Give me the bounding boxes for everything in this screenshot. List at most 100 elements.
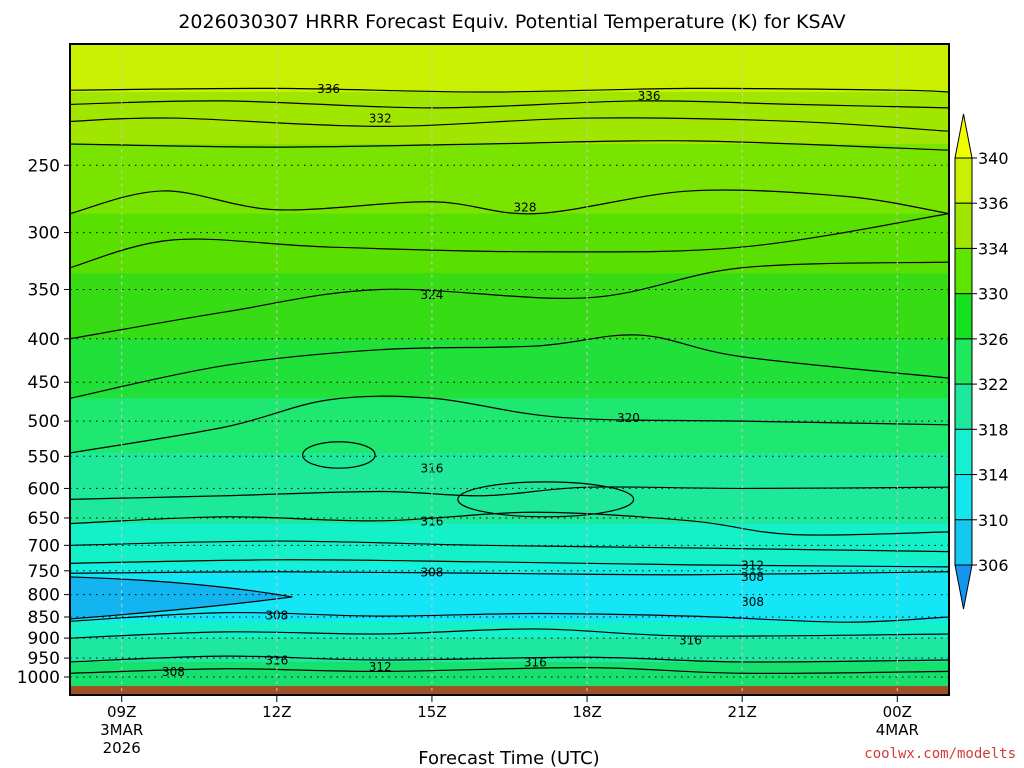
y-tick-label: 550 xyxy=(28,447,60,467)
colorbar-label: 306 xyxy=(978,556,1009,575)
credit-text: coolwx.com/modelts xyxy=(864,746,1016,762)
x-tick-label: 21Z xyxy=(727,703,756,721)
contour-line-10 xyxy=(70,511,949,536)
contour-label-17: 308 xyxy=(162,665,185,679)
contour-label-text: 316 xyxy=(420,462,443,476)
contour-label-text: 308 xyxy=(162,665,185,679)
chart-title: 2026030307 HRRR Forecast Equiv. Potentia… xyxy=(178,11,845,33)
colorbar-segment xyxy=(954,519,973,566)
y-tick-label: 800 xyxy=(28,586,60,606)
cool-pocket xyxy=(70,576,293,620)
contour-line-17 xyxy=(70,667,949,674)
color-band-8 xyxy=(70,523,949,565)
color-band-5 xyxy=(70,338,949,400)
y-tick-label: 950 xyxy=(28,649,60,669)
color-band-7 xyxy=(70,452,949,525)
contour-line-13 xyxy=(70,571,949,576)
colorbar-label: 326 xyxy=(978,330,1009,349)
contour-label-text: 336 xyxy=(638,89,661,103)
colorbar-segment xyxy=(954,474,973,521)
color-band-12 xyxy=(70,638,949,663)
contour-label-13: 316 xyxy=(679,634,702,648)
color-band-3 xyxy=(70,213,949,275)
y-tick-label: 600 xyxy=(28,479,60,499)
plot-frame xyxy=(69,43,950,696)
x-tick-date-label: 3MAR xyxy=(100,721,143,739)
colorbar-label: 318 xyxy=(978,420,1009,439)
x-tick-date-label: 2026 xyxy=(103,739,141,757)
contour-line-16 xyxy=(70,655,949,663)
x-tick-label: 00Z xyxy=(883,703,912,721)
contour-line-3 xyxy=(70,140,949,151)
contour-line-5 xyxy=(70,213,949,269)
y-axis: 2503003504004505005506006507007508008509… xyxy=(17,156,70,688)
y-tick-label: 850 xyxy=(28,608,60,628)
contour-label-8: 312 xyxy=(741,558,764,572)
color-band-13 xyxy=(70,661,949,689)
contour-label-12: 308 xyxy=(265,608,288,622)
contour-line-11 xyxy=(70,540,949,553)
contour-label-text: 328 xyxy=(514,201,537,215)
y-tick-label: 250 xyxy=(28,156,60,176)
color-band-4 xyxy=(70,273,949,340)
y-tick-label: 450 xyxy=(28,373,60,393)
contour-label-text: 316 xyxy=(524,655,547,669)
ground-strip xyxy=(70,686,949,695)
y-tick-label: 900 xyxy=(28,629,60,649)
y-tick-label: 400 xyxy=(28,330,60,350)
contour-label-15: 312 xyxy=(369,660,392,674)
x-tick-date-label: 4MAR xyxy=(876,721,919,739)
colorbar: 340 336 334 330 326 322 318 314 310 306 xyxy=(954,113,1009,610)
contour-label-0: 336 xyxy=(317,82,340,96)
y-tick-label: 350 xyxy=(28,280,60,300)
colorbar-segment xyxy=(954,157,973,204)
contour-label-text: 312 xyxy=(741,558,764,572)
contour-label-text: 308 xyxy=(741,595,764,609)
color-band-11 xyxy=(70,621,949,640)
contour-label-text: 324 xyxy=(420,288,443,302)
colorbar-segment xyxy=(954,428,973,476)
x-tick-label: 15Z xyxy=(417,703,446,721)
y-tick-label: 1000 xyxy=(17,668,60,688)
colorbar-label: 310 xyxy=(978,511,1009,530)
colorbar-label: 314 xyxy=(978,466,1009,485)
colorbar-segment xyxy=(954,293,973,340)
y-tick-label: 700 xyxy=(28,536,60,556)
contour-label-text: 320 xyxy=(617,411,640,425)
colorbar-bottom-arrow xyxy=(954,564,973,610)
contour-line-4 xyxy=(70,189,949,215)
contour-line-0 xyxy=(70,87,949,93)
contour-label-text: 308 xyxy=(265,608,288,622)
y-tick-label: 750 xyxy=(28,562,60,582)
colorbar-segment xyxy=(954,383,973,430)
contour-label-4: 324 xyxy=(420,288,443,302)
colorbar-label: 322 xyxy=(978,375,1009,394)
contour-label-10: 308 xyxy=(741,570,764,584)
colorbar-label: 330 xyxy=(978,285,1009,304)
contour-label-text: 332 xyxy=(369,112,392,126)
contour-label-6: 316 xyxy=(420,462,443,476)
color-band-9 xyxy=(70,563,949,575)
colorbar-label: 340 xyxy=(978,149,1009,168)
colorbar-top-arrow xyxy=(954,113,973,159)
contour-line-2 xyxy=(70,117,949,132)
closed-contour-0 xyxy=(302,441,376,469)
contour-line-1 xyxy=(70,100,949,109)
contour-label-text: 308 xyxy=(741,570,764,584)
contour-label-2: 332 xyxy=(369,112,392,126)
x-tick-label: 12Z xyxy=(262,703,291,721)
colorbar-label: 336 xyxy=(978,194,1009,213)
contour-label-5: 320 xyxy=(617,411,640,425)
x-axis-label: Forecast Time (UTC) xyxy=(418,748,599,768)
color-band-0 xyxy=(70,44,949,94)
contour-label-text: 312 xyxy=(369,660,392,674)
contour-label-1: 336 xyxy=(638,89,661,103)
contour-label-text: 308 xyxy=(420,565,443,579)
contour-label-11: 308 xyxy=(741,595,764,609)
contour-label-text: 336 xyxy=(317,82,340,96)
color-band-6 xyxy=(70,398,949,454)
y-tick-label: 650 xyxy=(28,509,60,529)
